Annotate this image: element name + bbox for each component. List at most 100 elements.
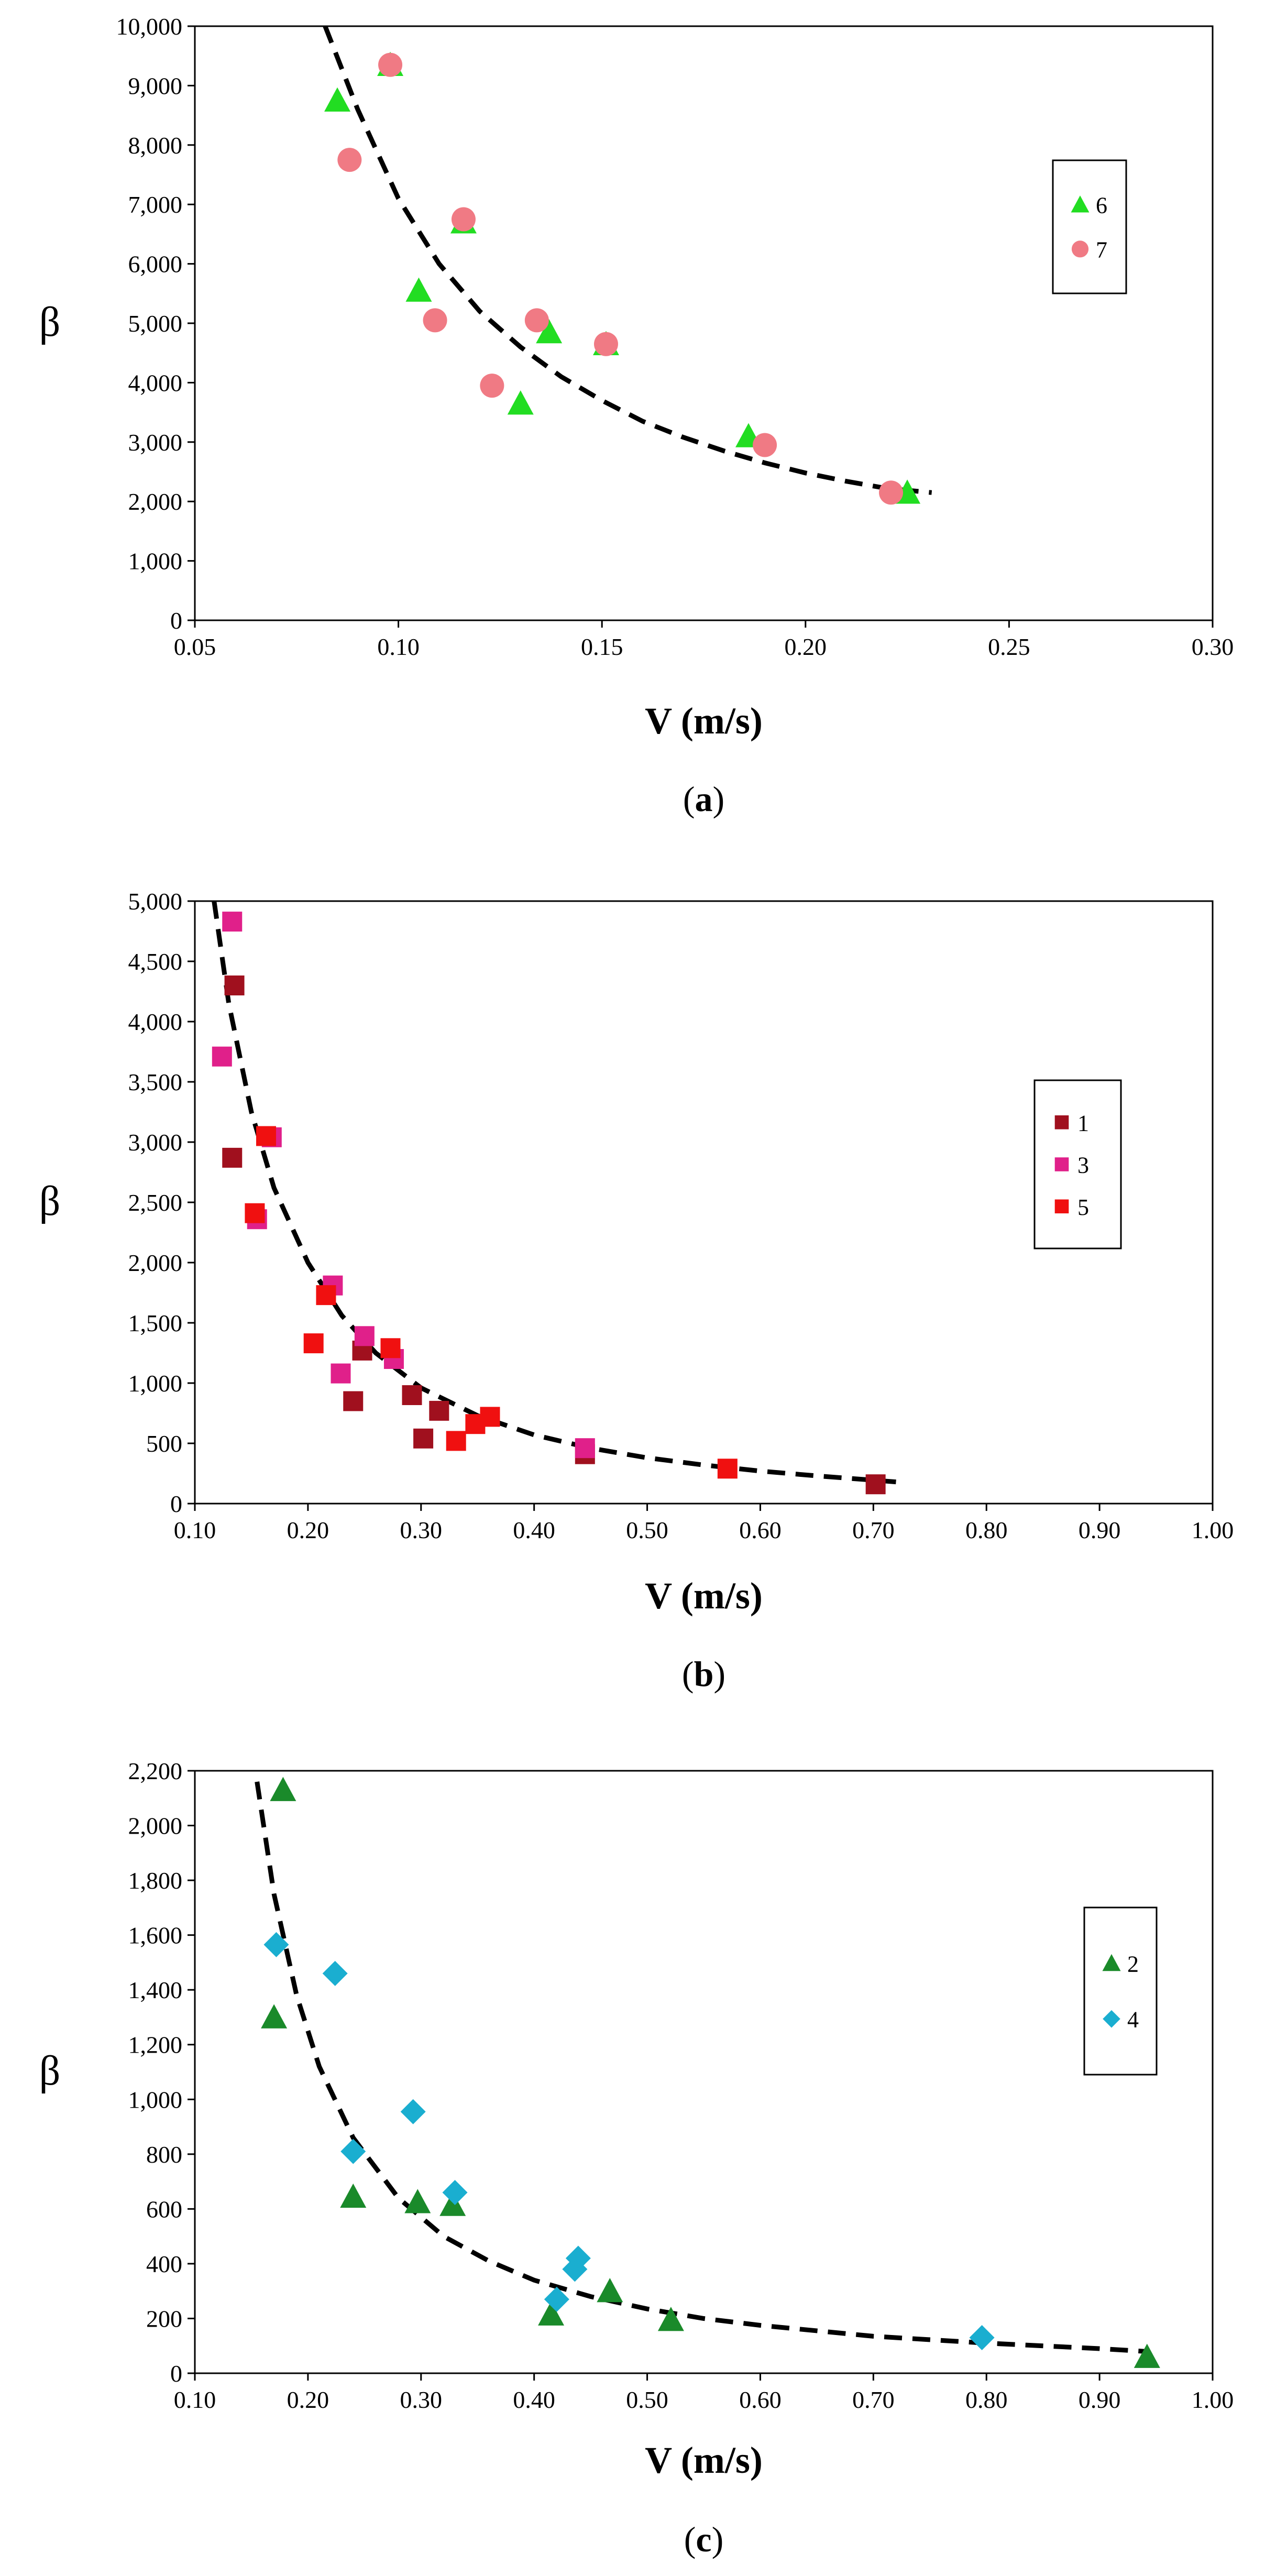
data-point-series-7 <box>753 433 777 457</box>
legend-marker-7 <box>1071 240 1089 258</box>
legend-box <box>1083 1906 1158 2076</box>
data-point-series-1 <box>222 1147 243 1168</box>
x-tick-label: 0.90 <box>1079 2386 1121 2413</box>
data-point-series-2 <box>340 2183 367 2208</box>
data-point-series-5 <box>303 1333 324 1354</box>
x-axis-label: V (m/s) <box>645 1575 763 1617</box>
x-tick-label: 0.30 <box>400 2386 443 2413</box>
data-point-series-3 <box>354 1326 375 1346</box>
trend-line <box>255 1781 1145 2354</box>
y-tick-label: 7,000 <box>128 191 183 218</box>
x-tick-label: 0.60 <box>739 2386 782 2413</box>
y-tick-label: 400 <box>146 2251 182 2277</box>
y-tick-label: 3,000 <box>128 1129 183 1156</box>
y-tick-label: 200 <box>146 2305 182 2332</box>
data-point-series-2 <box>404 2189 431 2213</box>
legend-marker-2 <box>1102 1954 1121 1971</box>
y-tick-label: 2,200 <box>128 1758 183 1784</box>
legend-label-1: 1 <box>1077 1110 1089 1136</box>
data-point-series-3 <box>331 1363 351 1384</box>
panel-caption: (b) <box>682 1654 725 1694</box>
data-point-series-4 <box>322 1960 348 1986</box>
data-point-series-5 <box>245 1203 265 1223</box>
x-tick-label: 0.80 <box>965 2386 1008 2413</box>
x-tick-label: 0.80 <box>965 1517 1008 1543</box>
y-tick-label: 0 <box>170 607 182 634</box>
data-point-series-1 <box>413 1428 434 1449</box>
data-point-series-4 <box>263 1932 289 1957</box>
y-tick-label: 5,000 <box>128 310 183 337</box>
x-tick-label: 0.70 <box>852 2386 895 2413</box>
data-point-series-2 <box>538 2301 565 2326</box>
plot-area <box>194 1770 1214 2374</box>
y-tick-label: 1,400 <box>128 1977 183 2003</box>
x-tick-label: 1.00 <box>1192 2386 1234 2413</box>
legend-marker-3 <box>1054 1157 1069 1171</box>
y-tick-label: 6,000 <box>128 251 183 278</box>
data-point-series-5 <box>380 1338 401 1358</box>
legend-label-7: 7 <box>1096 237 1107 262</box>
data-point-series-2 <box>270 1777 296 1801</box>
panel-caption: (a) <box>683 779 724 819</box>
y-tick-label: 4,000 <box>128 369 183 396</box>
x-tick-label: 0.15 <box>581 633 623 660</box>
y-tick-label: 2,000 <box>128 1249 183 1276</box>
y-tick-label: 1,200 <box>128 2032 183 2058</box>
x-tick-label: 0.25 <box>988 633 1030 660</box>
x-tick-label: 0.10 <box>174 1517 216 1543</box>
x-tick-label: 0.60 <box>739 1517 782 1543</box>
data-point-series-3 <box>575 1438 595 1459</box>
x-tick-label: 1.00 <box>1192 1517 1234 1543</box>
x-tick-label: 0.50 <box>626 2386 668 2413</box>
x-tick-label: 0.40 <box>513 1517 555 1543</box>
data-point-series-6 <box>507 390 534 415</box>
y-tick-label: 1,000 <box>128 2086 183 2113</box>
data-point-series-3 <box>222 912 243 932</box>
chart-panel-c: 0 200 400 600 800 1,000 1,200 1,400 1,600 1,800 2,… <box>39 1758 1234 2559</box>
y-axis-label: β <box>39 299 61 345</box>
y-tick-label: 2,000 <box>128 488 183 515</box>
x-tick-label: 0.70 <box>852 1517 895 1543</box>
data-point-series-5 <box>446 1431 466 1451</box>
data-point-series-6 <box>536 319 563 344</box>
y-tick-label: 500 <box>146 1430 182 1457</box>
y-tick-label: 1,000 <box>128 548 183 575</box>
data-point-series-2 <box>261 2004 288 2029</box>
panel-caption: (c) <box>684 2519 724 2559</box>
y-tick-label: 5,000 <box>128 888 183 915</box>
x-tick-label: 0.10 <box>174 2386 216 2413</box>
x-axis-label: V (m/s) <box>645 700 763 742</box>
chart-panel-b: 0 500 1,000 1,500 2,000 2,500 3,000 3,500 4,000 4… <box>39 888 1234 1694</box>
x-tick-label: 0.90 <box>1079 1517 1121 1543</box>
trend-line <box>323 25 932 495</box>
data-point-series-5 <box>717 1459 738 1479</box>
y-tick-label: 1,000 <box>128 1370 183 1397</box>
x-tick-label: 0.40 <box>513 2386 555 2413</box>
data-point-series-4 <box>969 2325 995 2351</box>
data-point-series-7 <box>524 308 549 333</box>
y-tick-label: 1,500 <box>128 1310 183 1336</box>
legend-label-3: 3 <box>1077 1153 1089 1178</box>
data-point-series-7 <box>593 332 618 356</box>
data-point-series-1 <box>224 975 245 995</box>
y-tick-label: 4,000 <box>128 1009 183 1035</box>
legend: 1 3 5 <box>1033 1079 1122 1249</box>
data-point-series-7 <box>879 480 904 505</box>
y-tick-label: 10,000 <box>116 13 183 40</box>
legend-label-2: 2 <box>1127 1951 1139 1977</box>
x-tick-label: 0.20 <box>785 633 827 660</box>
data-point-series-2 <box>439 2191 466 2216</box>
y-tick-label: 0 <box>170 1490 182 1517</box>
y-tick-label: 8,000 <box>128 132 183 159</box>
legend-marker-5 <box>1054 1199 1069 1214</box>
data-point-series-7 <box>337 148 362 172</box>
legend-label-6: 6 <box>1096 193 1107 218</box>
y-tick-label: 3,500 <box>128 1069 183 1095</box>
x-tick-label: 0.05 <box>174 633 216 660</box>
chart-panel-a: 0 1,000 2,000 3,000 4,000 5,000 6,000 7,000 8,00… <box>39 13 1234 819</box>
x-axis-label: V (m/s) <box>645 2439 763 2481</box>
trend-line <box>212 901 896 1485</box>
legend: 24 <box>1083 1906 1158 2076</box>
data-point-series-1 <box>343 1391 364 1411</box>
data-point-series-4 <box>565 2245 591 2271</box>
